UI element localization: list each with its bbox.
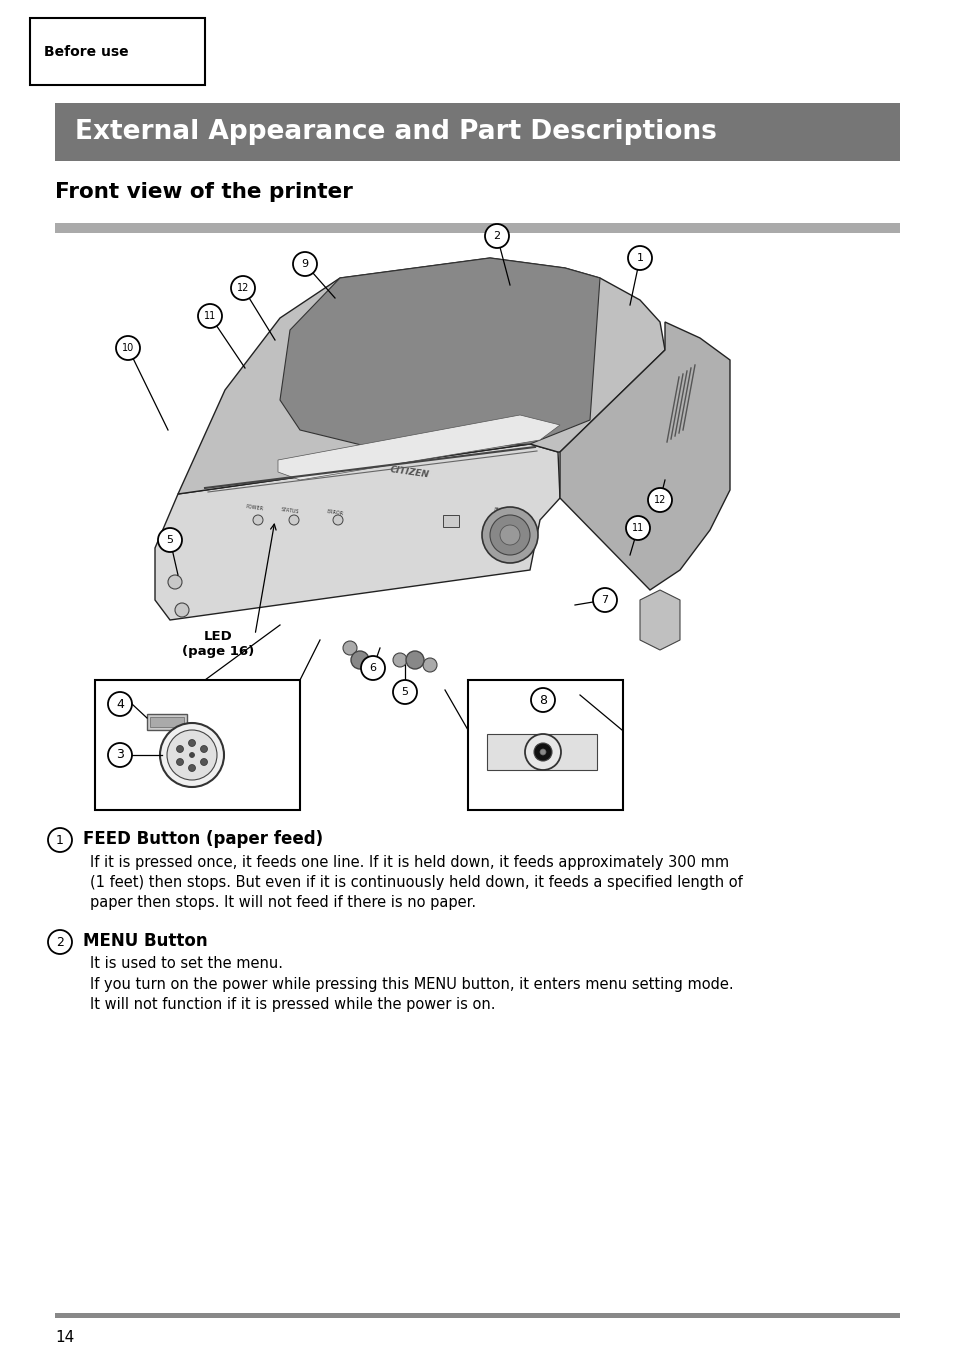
Text: 9: 9 [301, 260, 308, 269]
Polygon shape [559, 322, 729, 589]
Circle shape [168, 575, 182, 589]
Circle shape [625, 516, 649, 539]
Text: (1 feet) then stops. But even if it is continuously held down, it feeds a specif: (1 feet) then stops. But even if it is c… [90, 875, 742, 890]
Circle shape [524, 734, 560, 771]
Text: 4: 4 [116, 698, 124, 711]
Text: 6: 6 [369, 662, 376, 673]
Bar [30, 18, 205, 85]
Circle shape [333, 515, 343, 525]
Text: POWER: POWER [246, 504, 264, 511]
Text: 1: 1 [56, 833, 64, 846]
Circle shape [539, 749, 545, 754]
Circle shape [481, 507, 537, 562]
Text: Before use: Before use [44, 45, 129, 59]
Circle shape [593, 588, 617, 612]
Circle shape [422, 658, 436, 672]
Circle shape [293, 251, 316, 276]
Circle shape [360, 656, 385, 680]
Text: It will not function if it is pressed while the power is on.: It will not function if it is pressed wh… [90, 996, 495, 1011]
Polygon shape [277, 415, 559, 480]
Circle shape [176, 745, 183, 753]
Circle shape [167, 730, 216, 780]
Circle shape [48, 827, 71, 852]
Bar [55, 1313, 899, 1318]
Circle shape [200, 758, 208, 765]
Text: 11: 11 [204, 311, 216, 320]
Circle shape [200, 745, 208, 753]
Text: External Appearance and Part Descriptions: External Appearance and Part Description… [75, 119, 716, 145]
Circle shape [393, 653, 407, 667]
Circle shape [198, 304, 222, 329]
Circle shape [160, 723, 224, 787]
Polygon shape [178, 258, 664, 493]
Text: STATUS: STATUS [280, 507, 299, 515]
Text: CITIZEN: CITIZEN [390, 465, 430, 479]
Text: Front view of the printer: Front view of the printer [55, 183, 353, 201]
Circle shape [108, 692, 132, 717]
Circle shape [534, 744, 552, 761]
Circle shape [406, 652, 423, 669]
Bar [147, 714, 187, 730]
Text: FEED: FEED [493, 507, 506, 514]
Text: 3: 3 [116, 749, 124, 761]
Text: If it is pressed once, it feeds one line. If it is held down, it feeds approxima: If it is pressed once, it feeds one line… [90, 854, 728, 869]
Bar [468, 680, 622, 810]
Text: FEED Button (paper feed): FEED Button (paper feed) [83, 830, 323, 848]
Text: 7: 7 [600, 595, 608, 604]
Bar [150, 717, 184, 727]
Circle shape [190, 753, 194, 757]
Polygon shape [639, 589, 679, 650]
Text: paper then stops. It will not feed if there is no paper.: paper then stops. It will not feed if th… [90, 895, 476, 910]
Circle shape [289, 515, 298, 525]
Circle shape [176, 758, 183, 765]
Text: 11: 11 [631, 523, 643, 533]
Text: It is used to set the menu.: It is used to set the menu. [90, 956, 283, 972]
Circle shape [189, 740, 195, 746]
Text: ERROR: ERROR [326, 510, 343, 516]
Circle shape [158, 529, 182, 552]
Text: 5: 5 [167, 535, 173, 545]
Text: 14: 14 [55, 1330, 74, 1345]
Bar [486, 734, 597, 771]
Text: 2: 2 [56, 936, 64, 949]
Polygon shape [280, 258, 599, 452]
Circle shape [351, 652, 369, 669]
Circle shape [108, 744, 132, 767]
Text: 8: 8 [538, 694, 546, 707]
Text: If you turn on the power while pressing this MENU button, it enters menu setting: If you turn on the power while pressing … [90, 976, 733, 991]
Text: LED: LED [203, 630, 233, 644]
Text: 10: 10 [122, 343, 134, 353]
Circle shape [174, 603, 189, 617]
Circle shape [484, 224, 509, 247]
Bar [95, 680, 299, 810]
Circle shape [116, 337, 140, 360]
Circle shape [393, 680, 416, 704]
Text: 12: 12 [653, 495, 665, 506]
Bar [442, 515, 458, 527]
Bar [55, 223, 899, 233]
Circle shape [499, 525, 519, 545]
Circle shape [189, 764, 195, 772]
Text: 2: 2 [493, 231, 500, 241]
Circle shape [343, 641, 356, 654]
Bar [55, 103, 899, 161]
Circle shape [627, 246, 651, 270]
Circle shape [231, 276, 254, 300]
Polygon shape [154, 443, 559, 621]
Circle shape [647, 488, 671, 512]
Text: 12: 12 [236, 283, 249, 293]
Text: (page 16): (page 16) [182, 645, 253, 658]
Circle shape [48, 930, 71, 955]
Circle shape [531, 688, 555, 713]
Text: 5: 5 [401, 687, 408, 698]
Circle shape [253, 515, 263, 525]
Text: MENU Button: MENU Button [83, 932, 208, 950]
Circle shape [490, 515, 530, 556]
Text: 1: 1 [636, 253, 643, 264]
